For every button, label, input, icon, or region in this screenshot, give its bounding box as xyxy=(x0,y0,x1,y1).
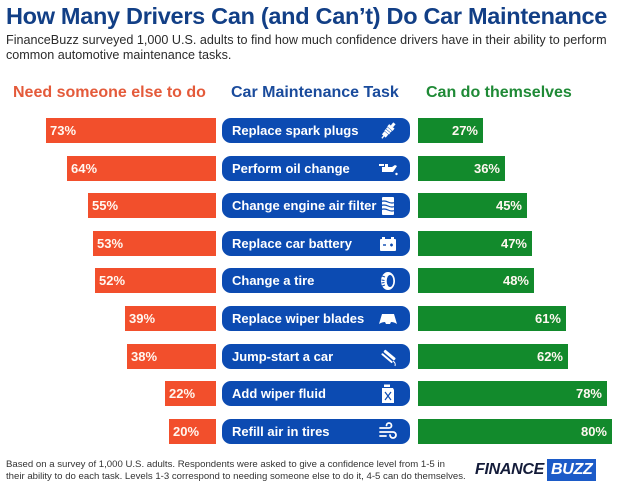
footnote: Based on a survey of 1,000 U.S. adults. … xyxy=(6,459,466,482)
bar-can-do: 36% xyxy=(418,156,505,181)
bar-can-do: 47% xyxy=(418,231,532,256)
bar-value-label: 36% xyxy=(473,161,500,176)
chart-subtitle: FinanceBuzz surveyed 1,000 U.S. adults t… xyxy=(6,33,607,62)
logo-finance-text: FINANCE xyxy=(475,461,545,478)
bar-need-help: 39% xyxy=(125,306,216,331)
bar-value-label: 38% xyxy=(131,349,158,364)
bar-can-do: 80% xyxy=(418,419,612,444)
oil-can-icon xyxy=(378,159,398,178)
task-label-pill: Perform oil change xyxy=(222,156,410,181)
logo-buzz-text: BUZZ xyxy=(547,459,597,481)
task-name: Replace wiper blades xyxy=(232,311,365,326)
bar-value-label: 53% xyxy=(97,236,124,251)
task-name: Refill air in tires xyxy=(232,424,330,439)
bar-need-help: 53% xyxy=(93,231,216,256)
bar-need-help: 55% xyxy=(88,193,216,218)
bar-need-help: 20% xyxy=(169,419,216,444)
financebuzz-logo: FINANCE BUZZ xyxy=(475,459,597,481)
bar-need-help: 38% xyxy=(127,344,216,369)
task-name: Add wiper fluid xyxy=(232,386,326,401)
bar-value-label: 52% xyxy=(99,273,126,288)
task-label-pill: Add wiper fluid xyxy=(222,381,410,406)
bar-can-do: 27% xyxy=(418,118,483,143)
column-header-can-do: Can do themselves xyxy=(426,84,572,101)
bar-value-label: 64% xyxy=(71,161,98,176)
bar-need-help: 73% xyxy=(46,118,216,143)
task-label-pill: Refill air in tires xyxy=(222,419,410,444)
task-name: Replace spark plugs xyxy=(232,123,359,138)
column-header-task: Car Maintenance Task xyxy=(231,84,399,101)
task-label-pill: Replace car battery xyxy=(222,231,410,256)
task-label-pill: Replace spark plugs xyxy=(222,118,410,143)
task-label-pill: Replace wiper blades xyxy=(222,306,410,331)
column-header-need-help: Need someone else to do xyxy=(13,84,206,101)
air-filter-icon xyxy=(378,196,398,215)
task-name: Jump-start a car xyxy=(232,349,334,364)
bar-value-label: 39% xyxy=(129,311,156,326)
bar-can-do: 48% xyxy=(418,268,534,293)
bar-value-label: 27% xyxy=(451,123,478,138)
bar-value-label: 61% xyxy=(534,311,561,326)
bar-need-help: 52% xyxy=(95,268,216,293)
bar-need-help: 64% xyxy=(67,156,216,181)
task-name: Replace car battery xyxy=(232,236,352,251)
bar-can-do: 61% xyxy=(418,306,566,331)
chart-title: How Many Drivers Can (and Can’t) Do Car … xyxy=(6,3,608,29)
bar-value-label: 47% xyxy=(500,236,527,251)
bar-value-label: 80% xyxy=(580,424,607,439)
bar-need-help: 22% xyxy=(165,381,216,406)
bar-can-do: 78% xyxy=(418,381,607,406)
fluid-jug-icon xyxy=(378,384,398,403)
task-name: Perform oil change xyxy=(232,161,350,176)
task-label-pill: Jump-start a car xyxy=(222,344,410,369)
bar-value-label: 45% xyxy=(495,198,522,213)
bar-value-label: 48% xyxy=(502,273,529,288)
bar-value-label: 20% xyxy=(173,424,200,439)
task-label-pill: Change engine air filter xyxy=(222,193,410,218)
task-name: Change a tire xyxy=(232,273,315,288)
bar-value-label: 55% xyxy=(92,198,119,213)
bar-can-do: 45% xyxy=(418,193,527,218)
jumper-cables-icon xyxy=(378,347,398,367)
car-battery-icon xyxy=(378,234,398,253)
bar-can-do: 62% xyxy=(418,344,568,369)
bar-value-label: 22% xyxy=(169,386,196,401)
spark-plug-icon xyxy=(378,121,398,140)
bar-value-label: 73% xyxy=(50,123,77,138)
wiper-blade-icon xyxy=(378,309,398,328)
air-wind-icon xyxy=(378,422,398,441)
task-name: Change engine air filter xyxy=(232,198,377,213)
bar-value-label: 62% xyxy=(536,349,563,364)
task-label-pill: Change a tire xyxy=(222,268,410,293)
bar-value-label: 78% xyxy=(575,386,602,401)
tire-icon xyxy=(378,271,398,290)
